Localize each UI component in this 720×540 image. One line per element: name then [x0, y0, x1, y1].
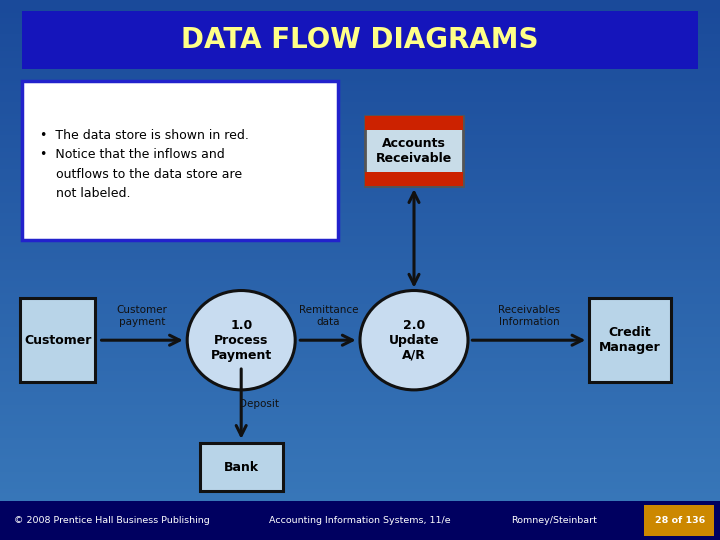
Text: Romney/Steinbart: Romney/Steinbart	[511, 516, 598, 525]
Text: Deposit: Deposit	[239, 399, 279, 409]
FancyBboxPatch shape	[365, 116, 462, 186]
FancyBboxPatch shape	[22, 81, 338, 240]
Text: Remittance
data: Remittance data	[299, 305, 358, 327]
Text: 28 of 136: 28 of 136	[654, 516, 705, 525]
FancyBboxPatch shape	[20, 298, 95, 382]
Text: 2.0
Update
A/R: 2.0 Update A/R	[389, 319, 439, 362]
Text: Customer: Customer	[24, 334, 91, 347]
Text: Accounting Information Systems, 11/e: Accounting Information Systems, 11/e	[269, 516, 451, 525]
FancyBboxPatch shape	[365, 116, 462, 130]
FancyBboxPatch shape	[200, 443, 283, 491]
Text: DATA FLOW DIAGRAMS: DATA FLOW DIAGRAMS	[181, 26, 539, 54]
Text: © 2008 Prentice Hall Business Publishing: © 2008 Prentice Hall Business Publishing	[14, 516, 210, 525]
FancyBboxPatch shape	[22, 11, 698, 69]
Text: Credit
Manager: Credit Manager	[599, 326, 661, 354]
Ellipse shape	[187, 291, 295, 390]
Text: Customer
payment: Customer payment	[117, 305, 167, 327]
Text: •  The data store is shown in red.
•  Notice that the inflows and
    outflows t: • The data store is shown in red. • Noti…	[40, 129, 248, 200]
FancyBboxPatch shape	[644, 505, 714, 536]
Text: Accounts
Receivable: Accounts Receivable	[376, 137, 452, 165]
Text: Receivables
Information: Receivables Information	[498, 305, 560, 327]
Text: Bank: Bank	[224, 461, 258, 474]
FancyBboxPatch shape	[589, 298, 671, 382]
FancyBboxPatch shape	[0, 501, 720, 540]
Ellipse shape	[360, 291, 468, 390]
FancyBboxPatch shape	[365, 172, 462, 186]
Text: 1.0
Process
Payment: 1.0 Process Payment	[210, 319, 272, 362]
